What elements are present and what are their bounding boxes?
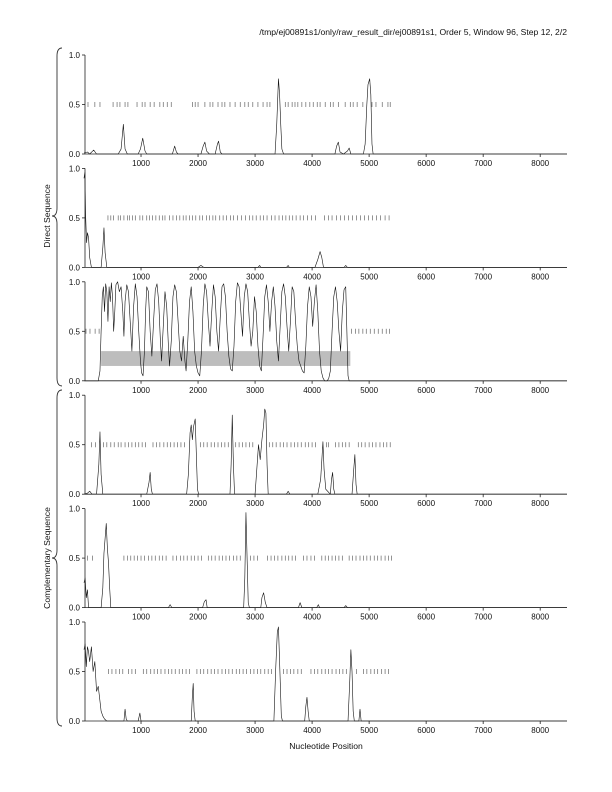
x-tick-label: 2000 (189, 159, 207, 168)
coding-potential-curve (83, 172, 567, 268)
y-tick-label: 0.0 (69, 604, 81, 613)
frame-panel: 0.0 0.5 1.0 1000 2000 3000 4000 5000 6000 7000 800… (69, 618, 567, 735)
x-tick-label: 1000 (132, 386, 150, 395)
x-tick-label: 1000 (132, 272, 150, 281)
x-tick-label: 1000 (132, 726, 150, 735)
complementary-sequence-label: Complementary Sequence (42, 507, 52, 609)
x-tick-label: 7000 (474, 726, 492, 735)
complementary-sequence-brace (51, 389, 63, 727)
x-tick-label: 2000 (189, 499, 207, 508)
x-tick-label: 4000 (303, 272, 321, 281)
x-axis-label: Nucleotide Position (289, 741, 363, 751)
x-tick-label: 7000 (474, 499, 492, 508)
y-tick-label: 0.0 (69, 717, 81, 726)
x-tick-label: 8000 (531, 272, 549, 281)
y-tick-label: 1.0 (69, 164, 81, 173)
x-tick-label: 4000 (303, 726, 321, 735)
x-tick-label: 6000 (417, 726, 435, 735)
x-tick-label: 4000 (303, 499, 321, 508)
x-tick-label: 2000 (189, 726, 207, 735)
x-tick-label: 3000 (246, 386, 264, 395)
frame-panel: 0.0 0.5 1.0 1000 2000 3000 4000 5000 6000 7000 800… (69, 278, 567, 395)
x-tick-label: 5000 (360, 499, 378, 508)
y-tick-label: 1.0 (69, 51, 81, 60)
coding-potential-curve (83, 408, 567, 495)
plot-title: /tmp/ej00891s1/only/raw_result_dir/ej008… (259, 27, 567, 37)
x-tick-label: 6000 (417, 613, 435, 622)
x-tick-label: 8000 (531, 726, 549, 735)
x-tick-label: 8000 (531, 386, 549, 395)
x-tick-label: 3000 (246, 499, 264, 508)
x-tick-label: 3000 (246, 159, 264, 168)
x-tick-label: 5000 (360, 272, 378, 281)
x-tick-label: 7000 (474, 272, 492, 281)
x-tick-label: 7000 (474, 159, 492, 168)
x-tick-label: 3000 (246, 613, 264, 622)
y-tick-label: 1.0 (69, 505, 81, 514)
y-tick-label: 1.0 (69, 278, 81, 287)
x-tick-label: 2000 (189, 272, 207, 281)
x-tick-label: 6000 (417, 159, 435, 168)
coding-potential-curve (83, 626, 567, 722)
y-tick-label: 0.5 (69, 101, 81, 110)
y-tick-label: 1.0 (69, 618, 81, 627)
y-tick-label: 0.0 (69, 150, 81, 159)
y-tick-label: 1.0 (69, 391, 81, 400)
x-tick-label: 7000 (474, 613, 492, 622)
frame-panels: 0.0 0.5 1.0 1000 2000 3000 4000 5000 6000 7000 800… (69, 51, 567, 735)
x-tick-label: 4000 (303, 386, 321, 395)
x-tick-label: 6000 (417, 499, 435, 508)
x-tick-label: 6000 (417, 272, 435, 281)
x-tick-label: 1000 (132, 159, 150, 168)
frame-panel: 0.0 0.5 1.0 1000 2000 3000 4000 5000 6000 7000 800… (69, 505, 567, 622)
x-tick-label: 7000 (474, 386, 492, 395)
x-tick-label: 5000 (360, 726, 378, 735)
y-tick-label: 0.0 (69, 263, 81, 272)
x-tick-label: 2000 (189, 613, 207, 622)
x-tick-label: 8000 (531, 499, 549, 508)
x-tick-label: 1000 (132, 613, 150, 622)
x-tick-label: 1000 (132, 499, 150, 508)
x-tick-label: 5000 (360, 159, 378, 168)
y-tick-label: 0.5 (69, 668, 81, 677)
frame-panel: 0.0 0.5 1.0 1000 2000 3000 4000 5000 6000 7000 800… (69, 51, 567, 168)
y-tick-label: 0.5 (69, 214, 81, 223)
frame-panel: 0.0 0.5 1.0 1000 2000 3000 4000 5000 6000 7000 800… (69, 391, 567, 508)
coding-potential-curve (84, 281, 567, 382)
x-tick-label: 8000 (531, 159, 549, 168)
x-tick-label: 5000 (360, 386, 378, 395)
x-tick-label: 5000 (360, 613, 378, 622)
frame-panel: 0.0 0.5 1.0 1000 2000 3000 4000 5000 6000 7000 800… (69, 164, 567, 281)
x-tick-label: 2000 (189, 386, 207, 395)
x-tick-label: 6000 (417, 386, 435, 395)
x-tick-label: 3000 (246, 272, 264, 281)
x-tick-label: 3000 (246, 726, 264, 735)
y-tick-label: 0.5 (69, 441, 81, 450)
direct-sequence-label: Direct Sequence (42, 184, 52, 248)
x-tick-label: 8000 (531, 613, 549, 622)
x-tick-label: 4000 (303, 613, 321, 622)
coding-potential-curve (83, 78, 567, 155)
y-tick-label: 0.0 (69, 490, 81, 499)
coding-region-box (101, 351, 351, 366)
y-tick-label: 0.0 (69, 377, 81, 386)
y-tick-label: 0.5 (69, 554, 81, 563)
y-tick-label: 0.5 (69, 327, 81, 336)
x-tick-label: 4000 (303, 159, 321, 168)
direct-sequence-brace (51, 47, 63, 387)
